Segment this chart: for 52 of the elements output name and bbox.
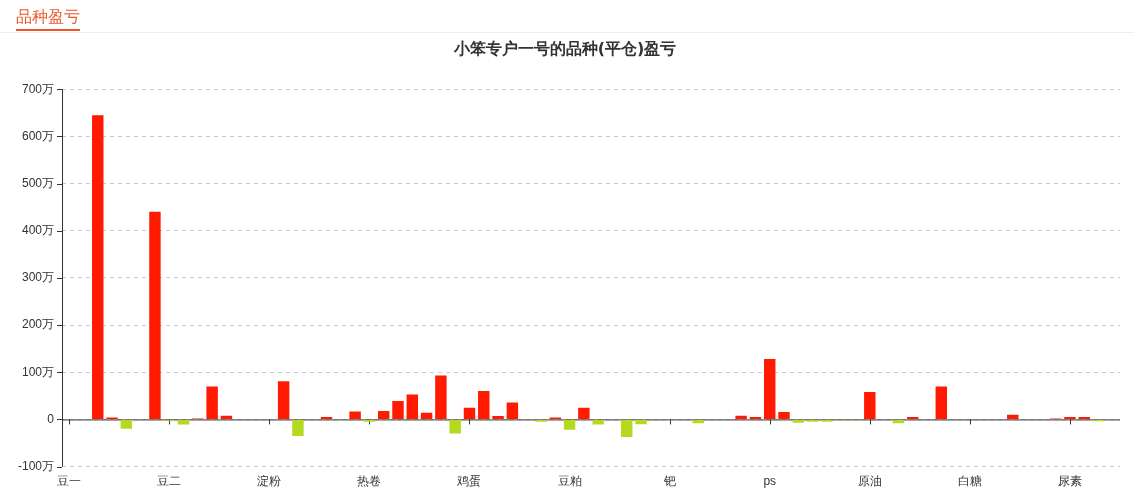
y-tick-label: 0 <box>47 411 55 426</box>
y-tick-label: 100万 <box>21 364 55 379</box>
bar <box>449 419 461 434</box>
y-tick-label: 200万 <box>21 317 55 332</box>
bar <box>292 419 304 436</box>
x-tick-label: ps <box>763 474 777 489</box>
bar <box>592 419 604 425</box>
bar <box>492 416 504 419</box>
bar <box>349 411 361 419</box>
bar <box>149 211 161 419</box>
bar <box>377 410 390 419</box>
bar <box>864 392 876 419</box>
x-tick-label: 钯 <box>662 474 676 489</box>
bar <box>277 381 290 419</box>
y-tick-label: 700万 <box>21 81 55 96</box>
x-tick-label: 原油 <box>857 474 882 489</box>
y-tick-label: -100万 <box>17 458 55 473</box>
bar <box>621 419 633 437</box>
y-tick-label: 500万 <box>21 175 55 190</box>
bar <box>1007 414 1019 419</box>
bar <box>463 407 476 419</box>
bar <box>506 402 519 419</box>
bar <box>563 419 576 430</box>
bar <box>778 411 790 419</box>
bar <box>177 419 190 425</box>
x-tick-label: 豆粕 <box>557 474 582 489</box>
bar <box>120 419 133 429</box>
x-tick-label: 豆一 <box>57 474 82 489</box>
bar <box>392 401 404 419</box>
x-tick-label: 豆二 <box>157 474 182 489</box>
y-tick-label: 300万 <box>21 270 55 285</box>
chart-title: 小笨专户一号的品种(平仓)盈亏 <box>452 38 677 58</box>
x-tick-label: 鸡蛋 <box>456 474 482 489</box>
y-tick-label: 400万 <box>21 223 55 238</box>
bar <box>578 407 590 419</box>
x-tick-label: 淀粉 <box>257 474 282 489</box>
x-tick-label: 热卷 <box>357 474 382 489</box>
bar <box>792 419 805 423</box>
bar <box>92 115 104 419</box>
bar <box>935 386 948 419</box>
y-tick-label: 600万 <box>21 128 55 143</box>
bar <box>635 419 647 425</box>
bar <box>764 359 776 419</box>
bar <box>406 394 419 419</box>
bar <box>435 375 447 419</box>
bar <box>478 391 490 419</box>
x-tick-label: 尿素 <box>1057 474 1082 489</box>
bar <box>206 386 218 419</box>
bar <box>735 415 747 419</box>
text: 品种盈亏 <box>16 6 80 31</box>
bar <box>420 412 433 419</box>
x-tick-label: 白糖 <box>957 474 982 489</box>
